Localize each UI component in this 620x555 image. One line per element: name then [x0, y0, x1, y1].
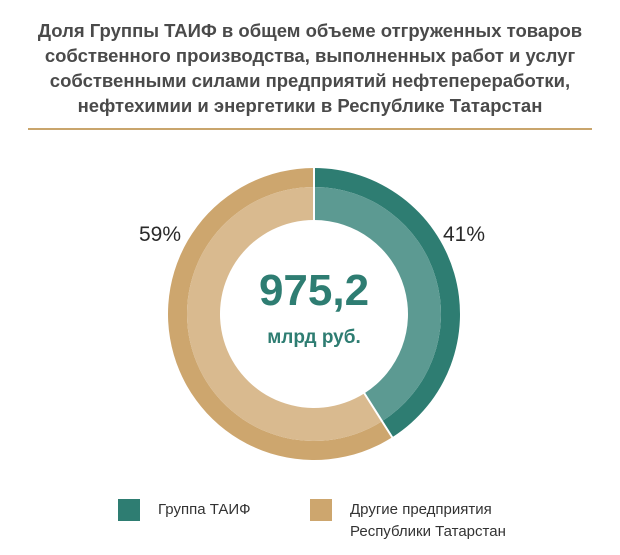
legend-swatch-other [310, 499, 332, 521]
legend-swatch-taif [118, 499, 140, 521]
donut-slices [168, 167, 460, 460]
legend: Группа ТАИФ Другие предприятия Республик… [0, 495, 620, 555]
donut-slice-outer-other [168, 168, 393, 460]
legend-label-line: Республики Татарстан [350, 523, 506, 540]
center-value: 975,2 [259, 266, 369, 315]
legend-item-taif: Группа ТАИФ [118, 499, 251, 521]
legend-label-taif: Группа ТАИФ [158, 499, 251, 521]
chart-title: Доля Группы ТАИФ в общем объеме отгружен… [20, 18, 600, 118]
donut-slice-outer-taif [314, 168, 460, 438]
legend-item-other: Другие предприятия Республики Татарстан [310, 499, 506, 543]
legend-label-line: Группа ТАИФ [158, 501, 251, 518]
slice-separator [362, 391, 394, 439]
legend-label-other: Другие предприятия Республики Татарстан [350, 499, 506, 543]
chart-title-line: собственного производства, выполненных р… [44, 45, 576, 66]
donut-slice-inner-other [186, 187, 383, 442]
chart-title-line: нефтехимии и энергетики в Республике Тат… [77, 95, 543, 116]
title-divider [28, 128, 592, 130]
center-unit: млрд руб. [267, 327, 361, 348]
legend-label-line: Другие предприятия [350, 501, 492, 518]
donut-slice-inner-taif [314, 187, 441, 422]
chart-title-line: Доля Группы ТАИФ в общем объеме отгружен… [37, 20, 583, 41]
slice-label-other: 59% [139, 223, 181, 246]
donut-chart: 41% 59% 975,2 млрд руб. [139, 167, 485, 460]
chart-title-line: собственными силами предприятий нефтепер… [49, 70, 571, 91]
slice-label-taif: 41% [443, 223, 485, 246]
